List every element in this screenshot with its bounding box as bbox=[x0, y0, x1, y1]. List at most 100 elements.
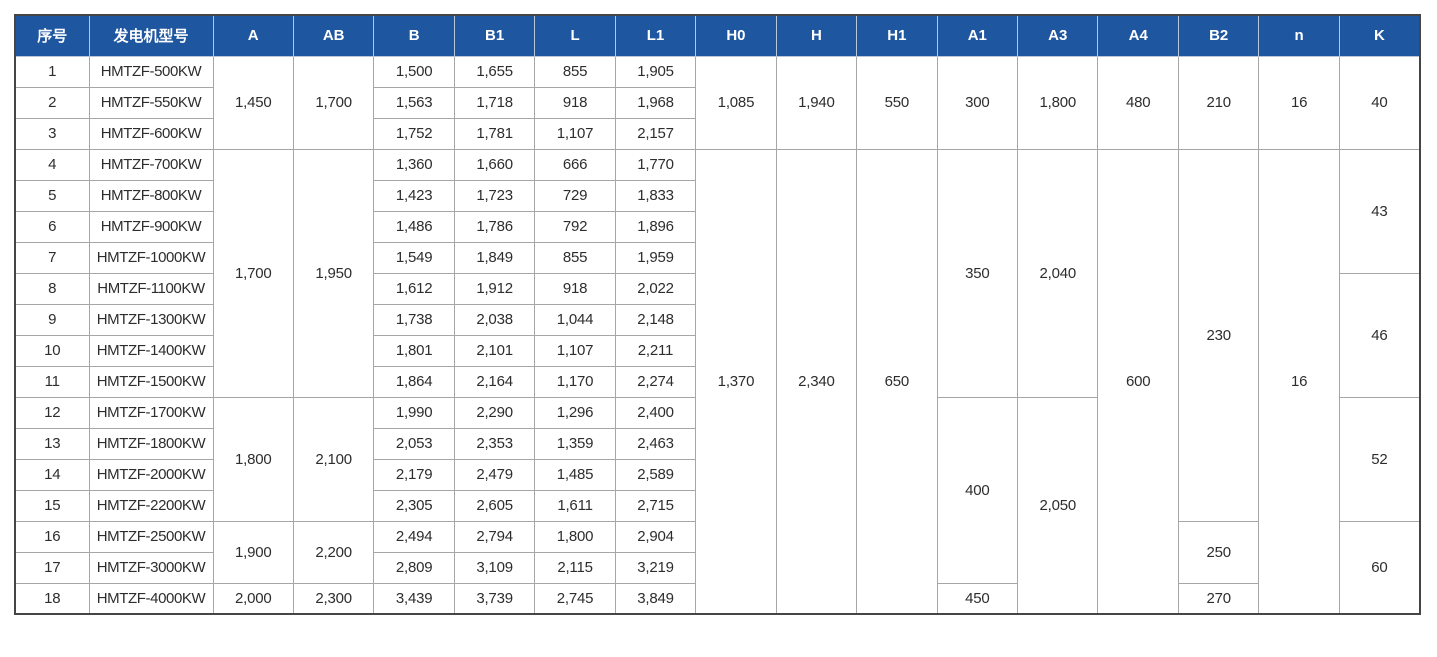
cell-model: HMTZF-1300KW bbox=[88, 303, 214, 336]
cell-n: 16 bbox=[1258, 55, 1340, 150]
cell-H1: 650 bbox=[856, 148, 938, 615]
cell-model: HMTZF-600KW bbox=[88, 117, 214, 150]
cell-B: 2,494 bbox=[373, 520, 455, 553]
column-header-L1: L1 bbox=[614, 15, 697, 57]
column-header-A1: A1 bbox=[936, 15, 1019, 57]
cell-L1: 2,463 bbox=[614, 427, 697, 460]
column-header-no: 序号 bbox=[14, 15, 90, 57]
cell-B: 1,500 bbox=[373, 55, 455, 88]
cell-B: 2,053 bbox=[373, 427, 455, 460]
cell-no: 16 bbox=[14, 520, 90, 553]
cell-no: 9 bbox=[14, 303, 90, 336]
cell-B: 2,809 bbox=[373, 551, 455, 584]
cell-no: 14 bbox=[14, 458, 90, 491]
column-header-L: L bbox=[534, 15, 616, 57]
column-header-AB: AB bbox=[292, 15, 375, 57]
cell-no: 12 bbox=[14, 396, 90, 429]
cell-A4: 480 bbox=[1097, 55, 1179, 150]
cell-A3: 1,800 bbox=[1017, 55, 1099, 150]
cell-A3: 2,040 bbox=[1017, 148, 1099, 398]
column-header-H0: H0 bbox=[695, 15, 777, 57]
cell-B2: 270 bbox=[1177, 582, 1260, 615]
column-header-H1: H1 bbox=[856, 15, 938, 57]
cell-B1: 1,660 bbox=[453, 148, 536, 181]
cell-A1: 400 bbox=[936, 396, 1019, 584]
cell-L1: 3,849 bbox=[614, 582, 697, 615]
cell-K: 43 bbox=[1338, 148, 1421, 274]
table-row: 12 HMTZF-1700KW 1,800 2,100 1,990 2,290 1,296 2… bbox=[14, 396, 1421, 615]
column-header-B2: B2 bbox=[1177, 15, 1260, 57]
cell-B: 3,439 bbox=[373, 582, 455, 615]
cell-L: 1,107 bbox=[534, 334, 616, 367]
cell-L: 1,107 bbox=[534, 117, 616, 150]
cell-L1: 2,589 bbox=[614, 458, 697, 491]
cell-L: 855 bbox=[534, 241, 616, 274]
cell-no: 4 bbox=[14, 148, 90, 181]
cell-model: HMTZF-700KW bbox=[88, 148, 214, 181]
cell-model: HMTZF-1100KW bbox=[88, 272, 214, 305]
cell-no: 6 bbox=[14, 210, 90, 243]
table-row: 4 HMTZF-700KW 1,700 1,950 1,360 1,660 666 1,770… bbox=[14, 148, 1421, 615]
cell-B: 1,752 bbox=[373, 117, 455, 150]
cell-B: 2,305 bbox=[373, 489, 455, 522]
cell-L1: 1,905 bbox=[614, 55, 697, 88]
cell-model: HMTZF-1800KW bbox=[88, 427, 214, 460]
cell-AB: 2,300 bbox=[292, 582, 375, 615]
cell-H: 1,940 bbox=[775, 55, 858, 150]
column-header-model: 发电机型号 bbox=[88, 15, 214, 57]
cell-B1: 1,781 bbox=[453, 117, 536, 150]
cell-B1: 1,849 bbox=[453, 241, 536, 274]
cell-L1: 1,770 bbox=[614, 148, 697, 181]
cell-L1: 2,022 bbox=[614, 272, 697, 305]
cell-L: 1,485 bbox=[534, 458, 616, 491]
cell-no: 8 bbox=[14, 272, 90, 305]
cell-L: 1,800 bbox=[534, 520, 616, 553]
cell-model: HMTZF-500KW bbox=[88, 55, 214, 88]
cell-model: HMTZF-1700KW bbox=[88, 396, 214, 429]
table-row: 10 HMTZF-1400KW 1,801 2,101 1,107 2,211 bbox=[14, 334, 1420, 367]
cell-B2: 230 bbox=[1177, 148, 1260, 522]
cell-no: 17 bbox=[14, 551, 90, 584]
cell-model: HMTZF-2000KW bbox=[88, 458, 214, 491]
table-row: 9 HMTZF-1300KW 1,738 2,038 1,044 2,148 bbox=[14, 303, 1420, 336]
cell-B2: 210 bbox=[1177, 55, 1260, 150]
cell-A1: 450 bbox=[936, 582, 1019, 615]
cell-B1: 2,353 bbox=[453, 427, 536, 460]
table-row: 5 HMTZF-800KW 1,423 1,723 729 1,833 bbox=[14, 179, 1420, 212]
column-header-A: A bbox=[212, 15, 294, 57]
cell-B: 1,990 bbox=[373, 396, 455, 429]
cell-B: 1,423 bbox=[373, 179, 455, 212]
table-row: 2 HMTZF-550KW 1,563 1,718 918 1,968 bbox=[14, 86, 1420, 119]
table-row: 16 HMTZF-2500KW 1,900 2,200 2,494 2,794 1,800 2… bbox=[14, 520, 1421, 615]
cell-L1: 2,274 bbox=[614, 365, 697, 398]
cell-B1: 2,290 bbox=[453, 396, 536, 429]
cell-L: 918 bbox=[534, 272, 616, 305]
cell-L: 855 bbox=[534, 55, 616, 88]
table-row: 6 HMTZF-900KW 1,486 1,786 792 1,896 bbox=[14, 210, 1420, 243]
cell-B: 1,801 bbox=[373, 334, 455, 367]
cell-no: 1 bbox=[14, 55, 90, 88]
cell-L: 2,115 bbox=[534, 551, 616, 584]
cell-no: 18 bbox=[14, 582, 90, 615]
table-row: 8 HMTZF-1100KW 1,612 1,912 918 2,022 46 bbox=[14, 272, 1421, 398]
cell-B1: 2,101 bbox=[453, 334, 536, 367]
cell-A: 2,000 bbox=[212, 582, 294, 615]
cell-no: 5 bbox=[14, 179, 90, 212]
cell-L1: 2,157 bbox=[614, 117, 697, 150]
table-row: 7 HMTZF-1000KW 1,549 1,849 855 1,959 bbox=[14, 241, 1420, 274]
cell-A: 1,800 bbox=[212, 396, 294, 522]
cell-n: 16 bbox=[1258, 148, 1340, 615]
column-header-B1: B1 bbox=[453, 15, 536, 57]
cell-model: HMTZF-1500KW bbox=[88, 365, 214, 398]
cell-B1: 1,723 bbox=[453, 179, 536, 212]
cell-A: 1,700 bbox=[212, 148, 294, 398]
cell-K: 60 bbox=[1338, 520, 1421, 615]
cell-model: HMTZF-4000KW bbox=[88, 582, 214, 615]
cell-B: 1,549 bbox=[373, 241, 455, 274]
cell-AB: 1,700 bbox=[292, 55, 375, 150]
cell-L: 1,044 bbox=[534, 303, 616, 336]
table-row: 11 HMTZF-1500KW 1,864 2,164 1,170 2,274 bbox=[14, 365, 1420, 398]
cell-L: 1,611 bbox=[534, 489, 616, 522]
cell-L: 2,745 bbox=[534, 582, 616, 615]
cell-L: 1,359 bbox=[534, 427, 616, 460]
